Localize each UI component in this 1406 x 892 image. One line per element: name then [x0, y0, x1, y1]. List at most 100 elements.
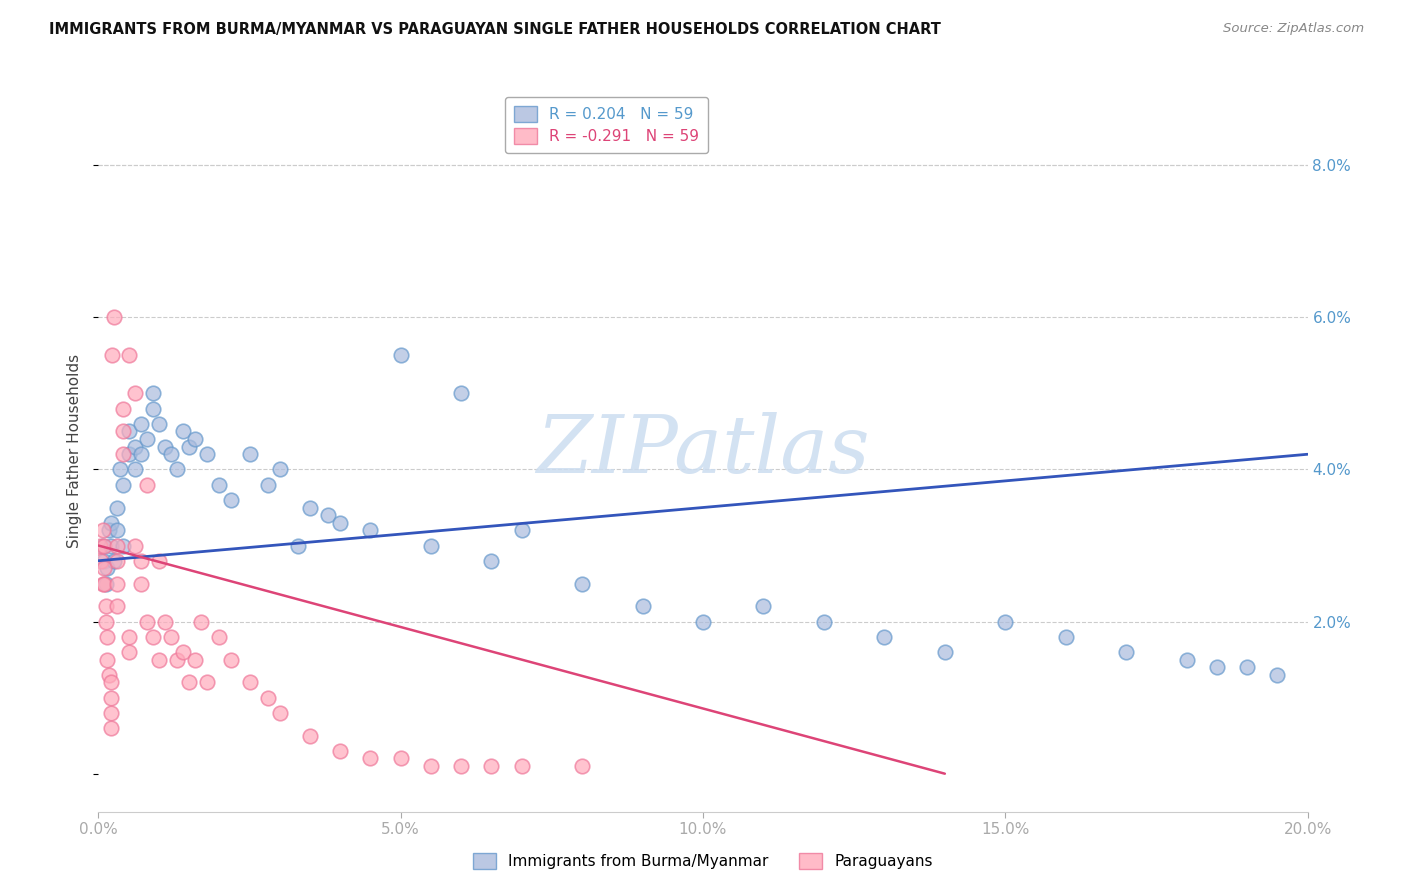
Point [510, 524, 533, 538]
Point [299, 729, 322, 743]
Point [166, 652, 188, 666]
Point [93, 561, 115, 575]
Point [148, 417, 170, 431]
Point [124, 386, 146, 401]
Point [124, 539, 146, 553]
Point [1054, 630, 1077, 644]
Point [148, 554, 170, 568]
Point [96, 652, 118, 666]
Point [510, 759, 533, 773]
Point [108, 462, 131, 476]
Point [103, 554, 125, 568]
Point [450, 759, 472, 773]
Point [142, 630, 165, 644]
Point [481, 759, 503, 773]
Point [93, 576, 115, 591]
Point [420, 539, 443, 553]
Point [256, 477, 278, 491]
Point [184, 652, 207, 666]
Point [91, 539, 114, 553]
Point [692, 615, 714, 629]
Point [299, 500, 322, 515]
Point [195, 447, 218, 461]
Point [148, 652, 170, 666]
Point [96, 615, 118, 629]
Point [172, 425, 194, 439]
Point [994, 615, 1017, 629]
Point [1206, 660, 1229, 674]
Point [934, 645, 956, 659]
Point [329, 516, 352, 530]
Point [100, 516, 122, 530]
Point [142, 401, 165, 416]
Point [179, 440, 201, 454]
Point [1115, 645, 1137, 659]
Point [287, 539, 309, 553]
Point [129, 417, 152, 431]
Point [135, 477, 157, 491]
Point [94, 599, 117, 614]
Point [118, 348, 141, 362]
Point [111, 447, 134, 461]
Point [105, 576, 128, 591]
Point [239, 447, 262, 461]
Legend: R = 0.204   N = 59, R = -0.291   N = 59: R = 0.204 N = 59, R = -0.291 N = 59 [505, 97, 709, 153]
Point [111, 539, 134, 553]
Point [571, 576, 593, 591]
Point [129, 576, 152, 591]
Point [135, 615, 157, 629]
Point [269, 462, 291, 476]
Point [873, 630, 896, 644]
Point [239, 675, 262, 690]
Point [96, 561, 118, 575]
Point [105, 539, 128, 553]
Point [631, 599, 654, 614]
Point [105, 524, 128, 538]
Point [360, 524, 382, 538]
Text: IMMIGRANTS FROM BURMA/MYANMAR VS PARAGUAYAN SINGLE FATHER HOUSEHOLDS CORRELATION: IMMIGRANTS FROM BURMA/MYANMAR VS PARAGUA… [49, 22, 941, 37]
Point [389, 751, 412, 765]
Point [813, 615, 835, 629]
Point [571, 759, 593, 773]
Point [316, 508, 339, 522]
Point [111, 425, 134, 439]
Point [118, 645, 141, 659]
Point [179, 675, 201, 690]
Point [329, 744, 352, 758]
Point [100, 690, 122, 705]
Point [111, 477, 134, 491]
Point [135, 432, 157, 446]
Point [166, 462, 188, 476]
Point [94, 576, 117, 591]
Point [105, 500, 128, 515]
Point [91, 576, 114, 591]
Point [100, 675, 122, 690]
Point [221, 492, 243, 507]
Point [208, 477, 231, 491]
Point [184, 432, 207, 446]
Point [190, 615, 212, 629]
Point [450, 386, 472, 401]
Point [91, 524, 114, 538]
Point [100, 348, 122, 362]
Point [208, 630, 231, 644]
Point [105, 599, 128, 614]
Point [93, 539, 115, 553]
Point [195, 675, 218, 690]
Point [93, 554, 115, 568]
Point [124, 462, 146, 476]
Y-axis label: Single Father Households: Single Father Households [67, 353, 83, 548]
Point [1236, 660, 1258, 674]
Point [1267, 668, 1289, 682]
Point [118, 630, 141, 644]
Text: Source: ZipAtlas.com: Source: ZipAtlas.com [1223, 22, 1364, 36]
Point [98, 668, 121, 682]
Point [103, 310, 125, 325]
Point [420, 759, 443, 773]
Point [160, 630, 183, 644]
Point [118, 447, 141, 461]
Point [160, 447, 183, 461]
Point [221, 652, 243, 666]
Point [100, 721, 122, 735]
Point [153, 440, 176, 454]
